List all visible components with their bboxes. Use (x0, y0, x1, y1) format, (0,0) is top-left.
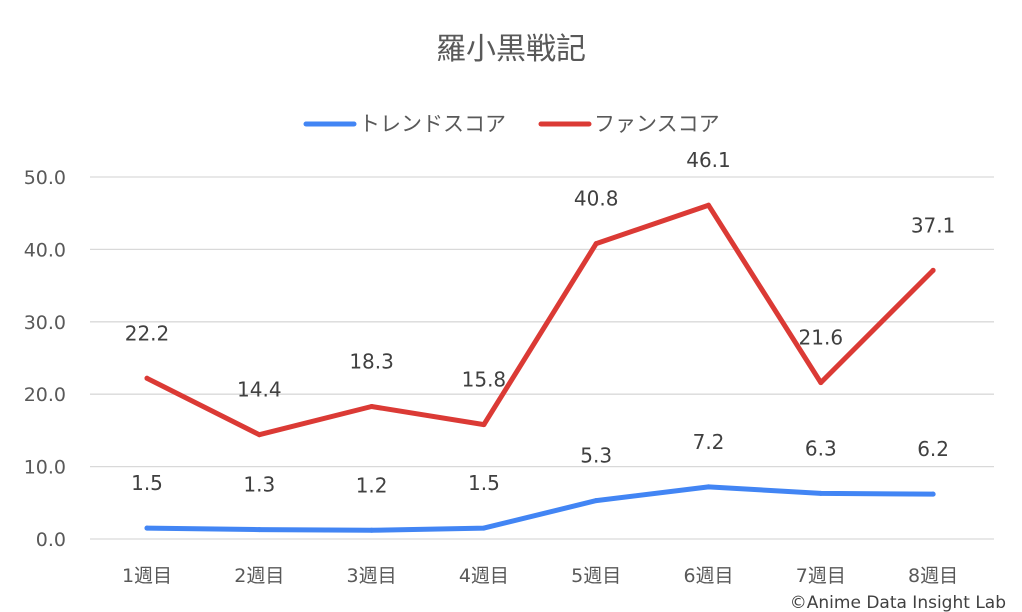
data-point (369, 404, 375, 410)
data-point (369, 527, 375, 533)
data-point (481, 422, 487, 428)
y-tick-label: 20.0 (24, 384, 66, 406)
data-point (593, 241, 599, 247)
x-tick-label: 5週目 (571, 565, 621, 587)
series-line-1 (144, 484, 936, 533)
data-point (818, 380, 824, 386)
data-label: 1.5 (131, 471, 163, 495)
x-tick-label: 8週目 (908, 565, 958, 587)
y-tick-label: 50.0 (24, 167, 66, 189)
y-tick-label: 40.0 (24, 239, 66, 261)
data-label: 22.2 (125, 321, 170, 345)
data-point (256, 527, 262, 533)
data-label: 6.3 (805, 436, 837, 460)
data-label: 46.1 (686, 148, 731, 172)
series-lines (144, 202, 936, 533)
x-tick-label: 7週目 (796, 565, 846, 587)
y-axis-ticks: 0.0 10.0 20.0 30.0 40.0 50.0 (24, 167, 66, 551)
data-label: 1.2 (356, 473, 388, 497)
data-label: 5.3 (580, 444, 612, 468)
data-point (593, 498, 599, 504)
y-tick-label: 0.0 (36, 529, 66, 551)
x-tick-label: 3週目 (347, 565, 397, 587)
y-tick-label: 10.0 (24, 457, 66, 479)
data-point (481, 525, 487, 531)
data-label: 21.6 (799, 326, 844, 350)
data-label: 1.5 (468, 471, 500, 495)
x-axis-ticks: 1週目 2週目 3週目 4週目 5週目 6週目 7週目 8週目 (122, 565, 958, 587)
data-labels: 1.5 1.3 1.2 1.5 5.3 7.2 6.3 6.2 22.2 14.4 18.3 15.8… (125, 148, 956, 497)
series-line-2 (144, 202, 936, 438)
data-point (818, 490, 824, 496)
legend-label-trend: トレンドスコア (359, 112, 506, 136)
data-point (256, 432, 262, 438)
y-tick-label: 30.0 (24, 312, 66, 334)
data-label: 15.8 (462, 368, 507, 392)
data-point (144, 525, 150, 531)
x-tick-label: 4週目 (459, 565, 509, 587)
legend: トレンドスコア ファンスコア (303, 112, 720, 136)
data-label: 1.3 (243, 473, 275, 497)
data-label: 14.4 (237, 378, 282, 402)
data-label: 6.2 (917, 437, 949, 461)
x-tick-label: 6週目 (683, 565, 733, 587)
data-label: 18.3 (349, 350, 394, 374)
data-point (706, 202, 711, 208)
data-label: 40.8 (574, 187, 619, 211)
data-point (144, 375, 150, 381)
x-tick-label: 1週目 (122, 565, 172, 587)
data-point (930, 267, 936, 273)
x-tick-label: 2週目 (234, 565, 284, 587)
data-point (930, 491, 936, 497)
data-label: 7.2 (693, 430, 725, 454)
credit-text: ©Anime Data Insight Lab (790, 593, 1006, 612)
gridlines (90, 176, 994, 540)
chart-title: 羅小黒戦記 (436, 32, 586, 67)
data-label: 37.1 (911, 213, 956, 237)
legend-label-fan: ファンスコア (594, 112, 720, 136)
data-point (706, 484, 711, 490)
